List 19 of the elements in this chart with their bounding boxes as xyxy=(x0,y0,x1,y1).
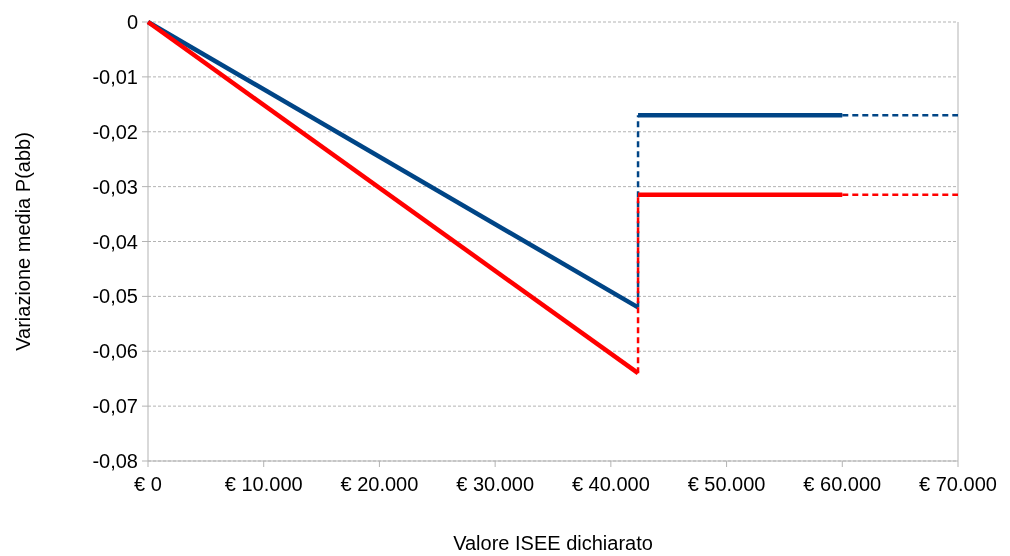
y-tick-label: -0,04 xyxy=(92,230,138,253)
y-tick-label: -0,01 xyxy=(92,65,138,88)
x-tick-label: € 30.000 xyxy=(456,473,535,495)
y-tick-label: -0,05 xyxy=(92,285,138,308)
x-tick-label: € 20.000 xyxy=(340,473,419,495)
y-tick-label: -0,08 xyxy=(92,450,138,472)
x-tick-label: € 10.000 xyxy=(224,473,303,495)
y-tick-label: 0 xyxy=(126,11,138,33)
y-axis-title: Variazione media P(abb) xyxy=(12,132,34,351)
x-axis-title: Valore ISEE dichiarato xyxy=(453,532,653,554)
y-tick-label: -0,03 xyxy=(92,175,138,198)
y-tick-label: -0,06 xyxy=(92,340,138,363)
x-tick-label: € 40.000 xyxy=(571,473,650,495)
x-tick-label: € 50.000 xyxy=(687,473,766,495)
y-tick-label: -0,07 xyxy=(92,395,138,418)
y-tick-label: -0,02 xyxy=(92,120,138,143)
x-tick-label: € 0 xyxy=(134,473,162,495)
x-tick-label: € 60.000 xyxy=(803,473,882,495)
x-tick-label: € 70.000 xyxy=(919,473,997,495)
